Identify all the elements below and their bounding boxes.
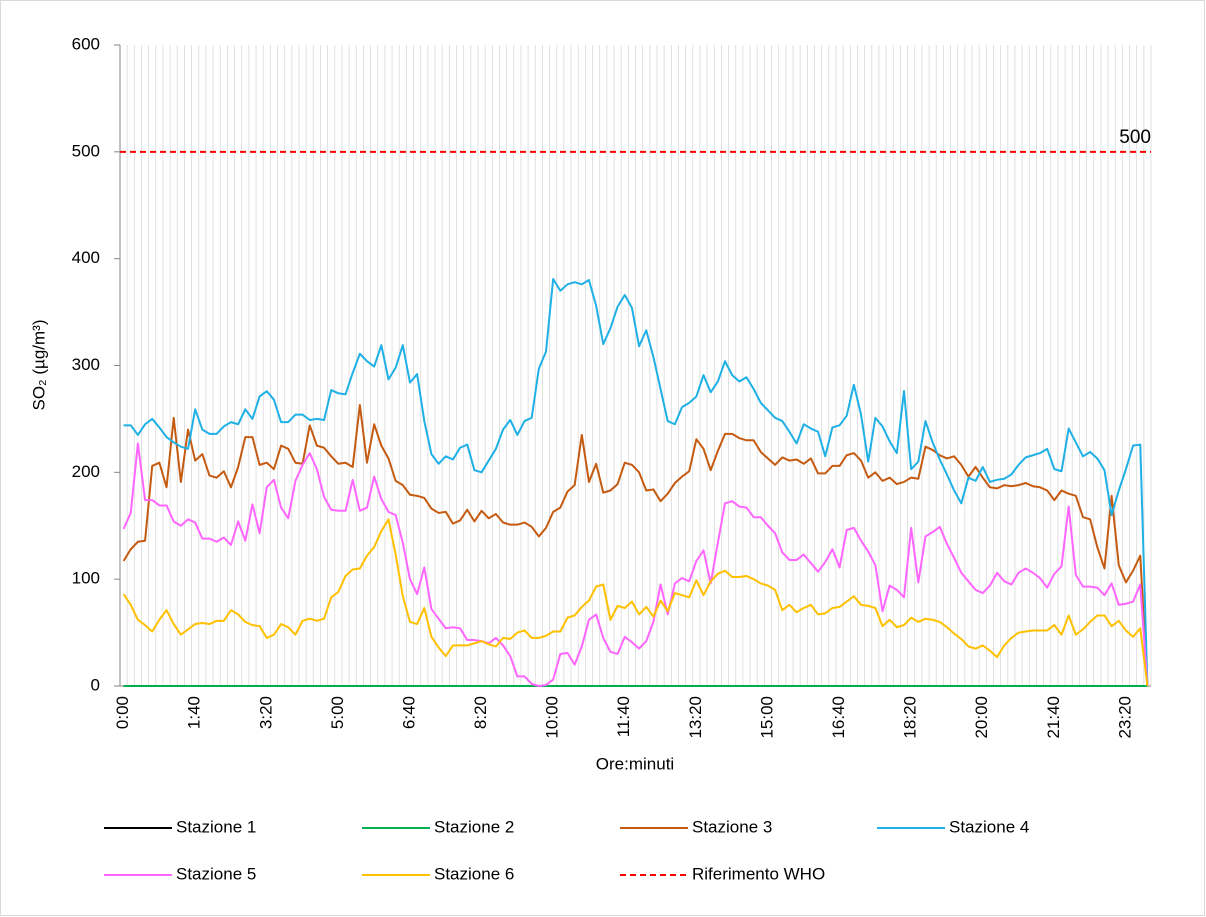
y-tick-label: 400 — [72, 248, 100, 267]
y-tick-label: 300 — [72, 355, 100, 374]
series-line — [123, 277, 1149, 687]
x-tick-label: 0:00 — [113, 696, 132, 729]
legend-label: Riferimento WHO — [692, 864, 825, 883]
x-tick-label: 6:40 — [399, 696, 418, 729]
legend-label: Stazione 1 — [176, 817, 256, 836]
x-tick-label: 8:20 — [471, 696, 490, 729]
legend-label: Stazione 5 — [176, 864, 256, 883]
x-tick-label: 20:00 — [972, 696, 991, 739]
x-tick-label: 15:00 — [757, 696, 776, 739]
reference-label: 500 — [1119, 127, 1151, 148]
legend-label: Stazione 4 — [949, 817, 1029, 836]
x-tick-label: 18:20 — [901, 696, 920, 739]
series-line — [122, 442, 1149, 687]
x-tick-label: 10:00 — [543, 696, 562, 739]
y-tick-label: 600 — [72, 34, 100, 53]
x-tick-label: 16:40 — [829, 696, 848, 739]
legend-label: Stazione 2 — [434, 817, 514, 836]
x-tick-label: 5:00 — [328, 696, 347, 729]
x-axis-title: Ore:minuti — [596, 754, 674, 773]
y-tick-label: 200 — [72, 462, 100, 481]
y-tick-label: 100 — [72, 569, 100, 588]
legend-label: Stazione 6 — [434, 864, 514, 883]
y-tick-label: 0 — [91, 675, 100, 694]
x-tick-label: 1:40 — [185, 696, 204, 729]
series-line — [122, 404, 1149, 687]
x-tick-label: 21:40 — [1044, 696, 1063, 739]
x-tick-label: 23:20 — [1115, 696, 1134, 739]
x-tick-label: 11:40 — [614, 696, 633, 737]
series-line — [122, 518, 1149, 687]
y-axis-title: SO₂ (µg/m³) — [29, 319, 48, 410]
legend-label: Stazione 3 — [692, 817, 772, 836]
x-tick-label: 13:20 — [686, 696, 705, 739]
y-tick-label: 500 — [72, 141, 100, 160]
x-tick-label: 3:20 — [256, 696, 275, 729]
